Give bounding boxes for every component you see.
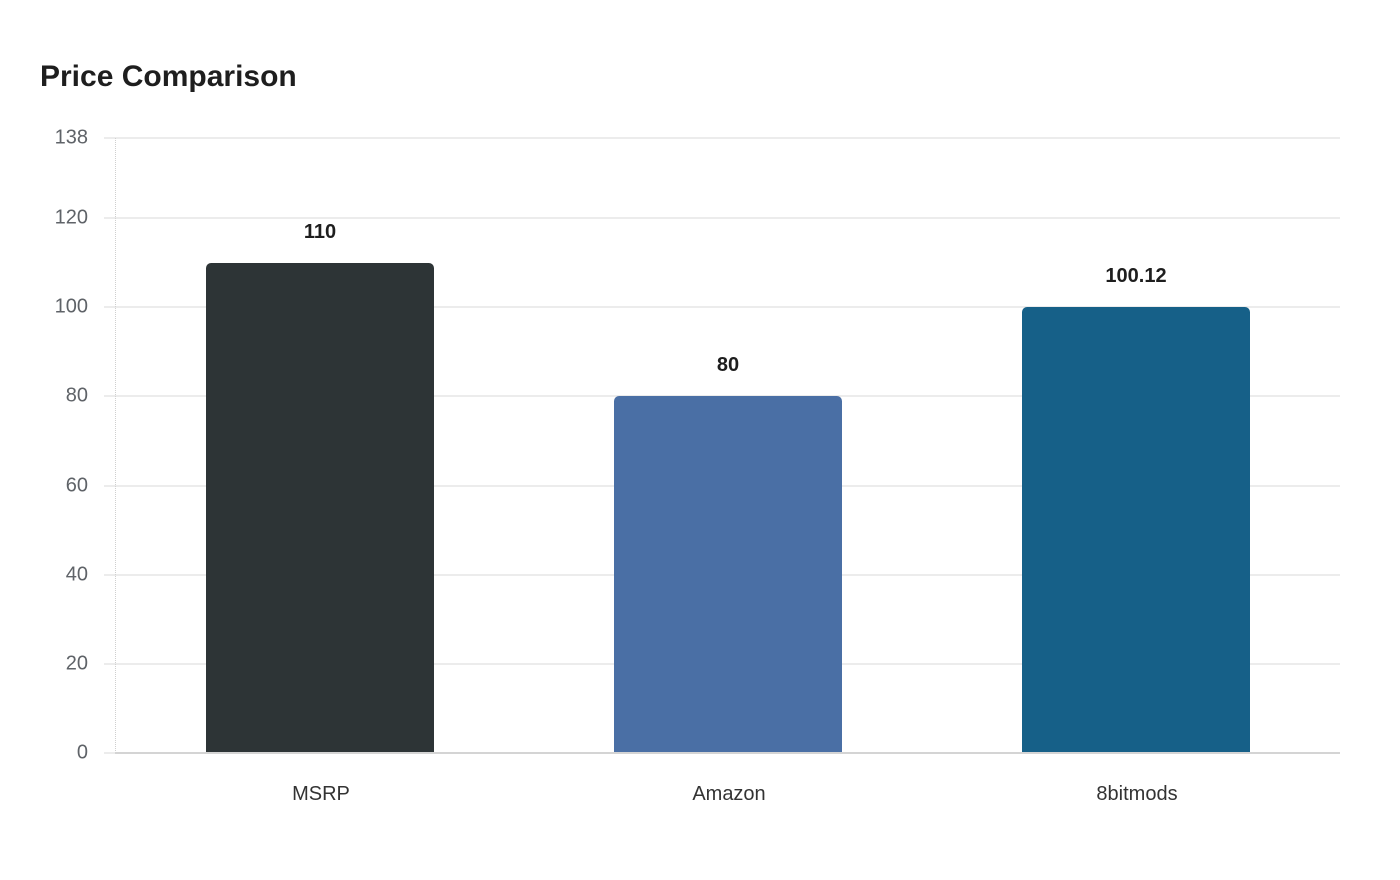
chart-title: Price Comparison — [40, 60, 297, 93]
y-axis — [115, 138, 116, 753]
bar-value-label: 100.12 — [1105, 264, 1167, 287]
y-tick-label: 100 — [54, 295, 88, 318]
y-tick-label: 120 — [54, 206, 88, 229]
bar-8bitmods[interactable] — [1022, 306, 1250, 753]
bar-amazon[interactable] — [614, 396, 842, 753]
y-tick-label: 60 — [65, 474, 88, 497]
y-tick-label: 80 — [65, 384, 88, 407]
x-tick-label: MSRP — [292, 783, 350, 805]
bar-msrp[interactable] — [206, 262, 434, 753]
gridline — [104, 217, 1340, 220]
x-tick-label: Amazon — [692, 783, 766, 805]
bar-value-label: 110 — [303, 220, 337, 243]
y-tick-label: 138 — [54, 126, 88, 149]
x-tick-label: 8bitmods — [1096, 783, 1178, 805]
y-tick-label: 0 — [76, 741, 88, 764]
gridline — [104, 137, 1340, 139]
y-tick-label: 40 — [65, 563, 88, 586]
gridline — [104, 306, 1340, 309]
x-axis — [115, 752, 1340, 754]
y-tick-label: 20 — [65, 652, 88, 675]
bar-value-label: 80 — [716, 354, 740, 377]
